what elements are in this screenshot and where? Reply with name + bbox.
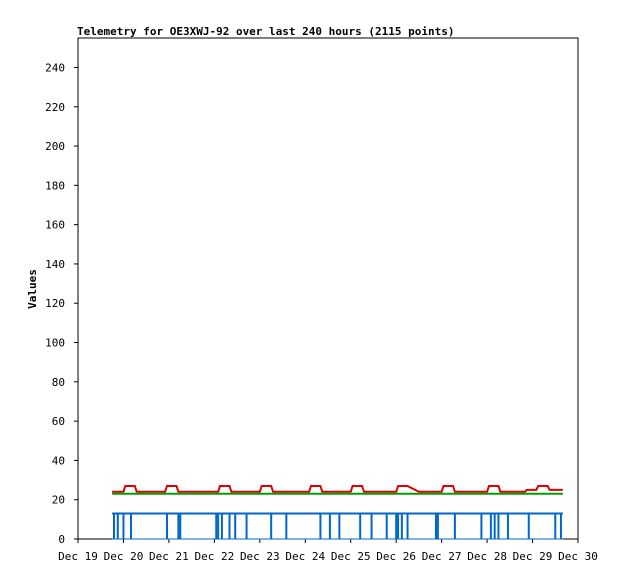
y-tick-label: 140 — [45, 258, 65, 271]
x-tick-label: Dec 20 — [104, 550, 144, 563]
y-tick-label: 20 — [52, 494, 65, 507]
y-tick-label: 160 — [45, 219, 65, 232]
series-0-line — [112, 485, 563, 493]
x-axis: Dec 19 Dec 20 Dec 21 Dec 22 Dec 23 Dec 24 Dec … — [58, 539, 598, 563]
y-tick-label: 220 — [45, 101, 65, 114]
x-tick-label: Dec 23 — [240, 550, 280, 563]
x-tick-label: Dec 19 — [58, 550, 98, 563]
x-tick-label: Dec 29 — [513, 550, 553, 563]
y-axis-label: Values — [26, 269, 39, 309]
x-tick-label: Dec 25 — [331, 550, 371, 563]
plot-frame — [77, 37, 579, 540]
y-tick-label: 0 — [58, 533, 65, 546]
y-tick-label: 80 — [52, 376, 65, 389]
y-tick-label: 180 — [45, 179, 65, 192]
x-tick-label: Dec 24 — [285, 550, 325, 563]
chart-title: Telemetry for OE3XWJ-92 over last 240 ho… — [77, 25, 455, 38]
y-tick-label: 60 — [52, 415, 65, 428]
y-tick-label: 40 — [52, 454, 65, 467]
y-tick-label: 100 — [45, 337, 65, 350]
x-tick-label: Dec 26 — [376, 550, 416, 563]
y-tick-label: 200 — [45, 140, 65, 153]
x-tick-label: Dec 28 — [467, 550, 507, 563]
x-tick-label: Dec 27 — [422, 550, 462, 563]
x-tick-label: Dec 30 — [558, 550, 598, 563]
x-tick-label: Dec 21 — [149, 550, 189, 563]
x-tick-label: Dec 22 — [194, 550, 234, 563]
y-tick-label: 240 — [45, 61, 65, 74]
y-tick-label: 120 — [45, 297, 65, 310]
y-axis: 0 20 40 60 80 100 120 140 160 180 200 220 240 — [45, 61, 78, 546]
series-layer — [112, 485, 563, 540]
